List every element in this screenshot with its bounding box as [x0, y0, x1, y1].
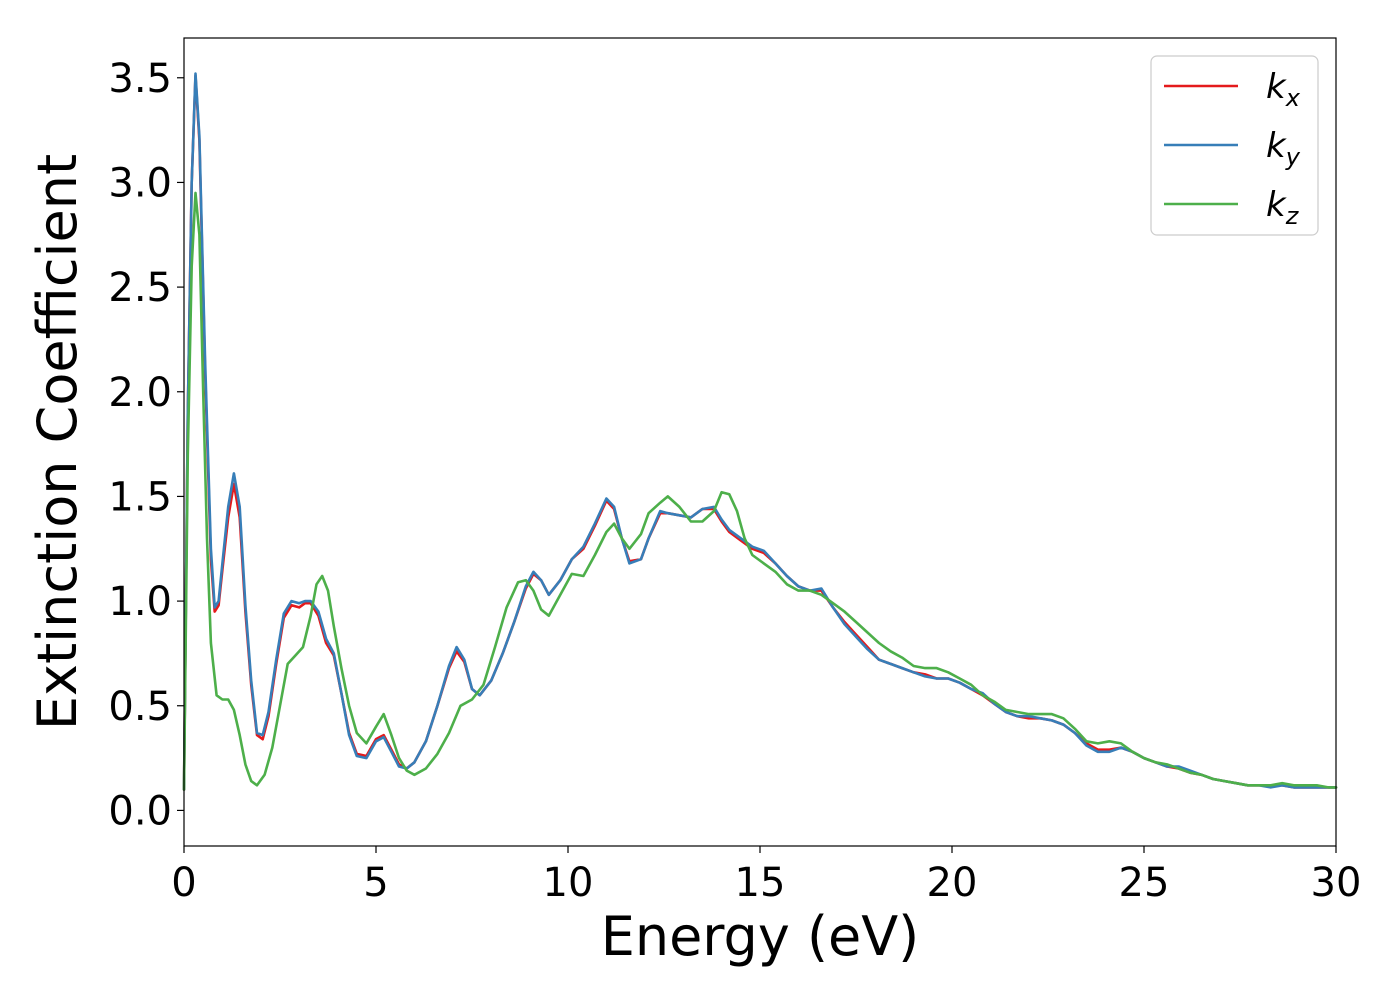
legend-label-y: ky — [1266, 126, 1301, 171]
x-tick-label: 25 — [1119, 860, 1170, 906]
series-layer — [182, 72, 1338, 791]
x-tick-label: 15 — [735, 860, 786, 906]
y-tick-label: 2.5 — [108, 265, 172, 311]
x-tick-label: 20 — [927, 860, 978, 906]
y-tick-label: 1.0 — [108, 579, 172, 625]
y-tick-label: 2.0 — [108, 370, 172, 416]
y-axis-label: Extinction Coefficient — [26, 154, 89, 730]
legend: kx ky kz — [1150, 55, 1319, 236]
x-axis-label: Energy (eV) — [601, 905, 920, 968]
x-tick-label: 0 — [171, 860, 196, 906]
y-tick-label: 3.0 — [108, 160, 172, 206]
y-axis-ticks: 0.0 0.5 1.0 1.5 2.0 2.5 3.0 3.5 — [108, 56, 184, 834]
y-tick-label: 0.0 — [108, 788, 172, 834]
y-tick-label: 1.5 — [108, 474, 172, 520]
x-tick-label: 5 — [363, 860, 388, 906]
series-line-y — [182, 72, 1338, 791]
y-tick-label: 0.5 — [108, 684, 172, 730]
legend-label-x: kx — [1266, 67, 1301, 112]
x-tick-label: 30 — [1311, 860, 1362, 906]
x-tick-label: 10 — [543, 860, 594, 906]
y-tick-label: 3.5 — [108, 56, 172, 102]
x-axis-ticks: 0 5 10 15 20 25 30 — [171, 846, 1361, 906]
legend-label-z: kz — [1266, 185, 1300, 230]
series-line-z — [182, 191, 1338, 791]
